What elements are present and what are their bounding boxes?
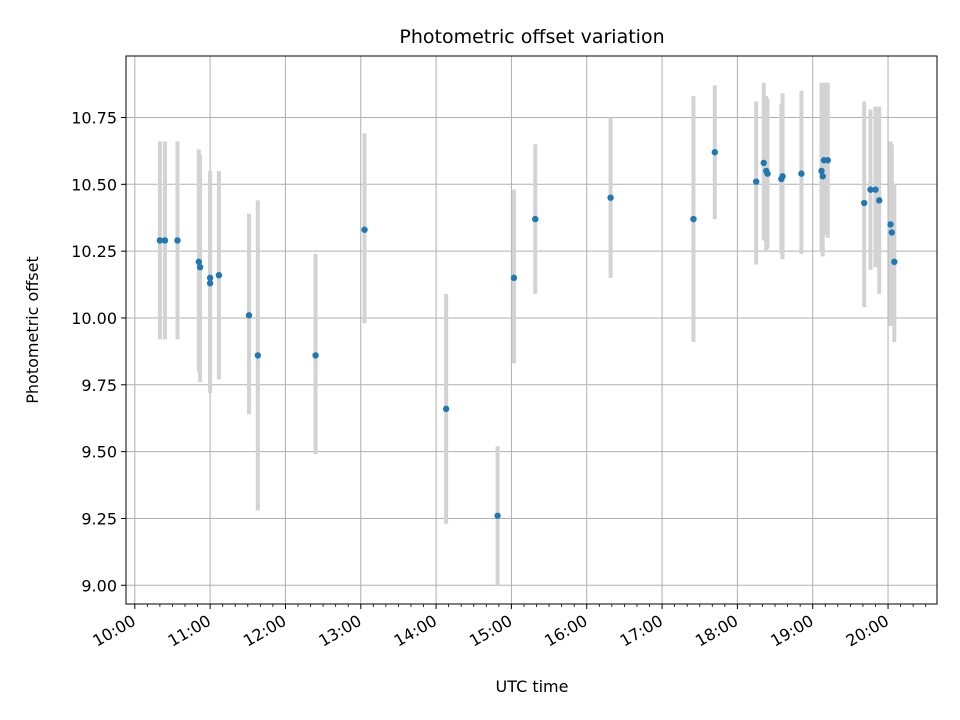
data-points bbox=[156, 149, 898, 519]
data-point bbox=[764, 170, 771, 177]
data-point bbox=[819, 173, 826, 180]
data-point bbox=[824, 157, 831, 164]
data-point bbox=[156, 237, 164, 244]
data-point bbox=[867, 186, 874, 193]
data-point bbox=[442, 405, 450, 413]
data-point bbox=[361, 226, 368, 233]
y-tick-label: 9.25 bbox=[81, 509, 117, 528]
y-tick-label: 10.00 bbox=[71, 309, 117, 328]
y-axis-title: Photometric offset bbox=[23, 256, 42, 404]
data-point bbox=[860, 199, 868, 207]
data-point bbox=[818, 167, 825, 175]
data-point bbox=[798, 170, 805, 177]
y-tick-label: 9.75 bbox=[81, 376, 117, 395]
data-point bbox=[494, 512, 501, 519]
data-point bbox=[196, 263, 204, 271]
data-point bbox=[760, 159, 767, 167]
data-point bbox=[891, 258, 898, 266]
data-point bbox=[215, 272, 223, 279]
data-point bbox=[872, 186, 879, 193]
data-point bbox=[888, 229, 896, 236]
data-point bbox=[779, 173, 786, 180]
plot-frame bbox=[125, 55, 938, 605]
data-point bbox=[532, 215, 539, 223]
grid-lines bbox=[126, 56, 937, 604]
data-point bbox=[254, 352, 262, 359]
y-tick-label: 9.00 bbox=[81, 576, 117, 595]
data-point bbox=[195, 258, 203, 266]
y-axis-ticks: 9.00 9.25 9.50 9.75 10.00 10.25 10.50 10.75 bbox=[71, 108, 126, 595]
data-point bbox=[312, 352, 319, 359]
data-point bbox=[174, 237, 181, 244]
data-point bbox=[711, 149, 718, 156]
y-tick-label: 10.75 bbox=[71, 108, 117, 127]
data-point bbox=[876, 197, 883, 204]
data-point bbox=[510, 274, 518, 282]
data-point bbox=[607, 194, 614, 201]
data-point bbox=[161, 237, 169, 244]
data-point bbox=[206, 274, 214, 282]
data-point bbox=[690, 215, 697, 223]
data-point bbox=[753, 178, 760, 185]
chart-title: Photometric offset variation bbox=[399, 26, 664, 48]
x-axis-title: UTC time bbox=[496, 677, 569, 696]
y-tick-label: 9.50 bbox=[81, 443, 117, 462]
y-tick-label: 10.50 bbox=[71, 175, 117, 194]
data-point bbox=[245, 312, 253, 319]
y-tick-label: 10.25 bbox=[71, 242, 117, 261]
data-point bbox=[887, 221, 894, 228]
data-point bbox=[206, 280, 214, 287]
